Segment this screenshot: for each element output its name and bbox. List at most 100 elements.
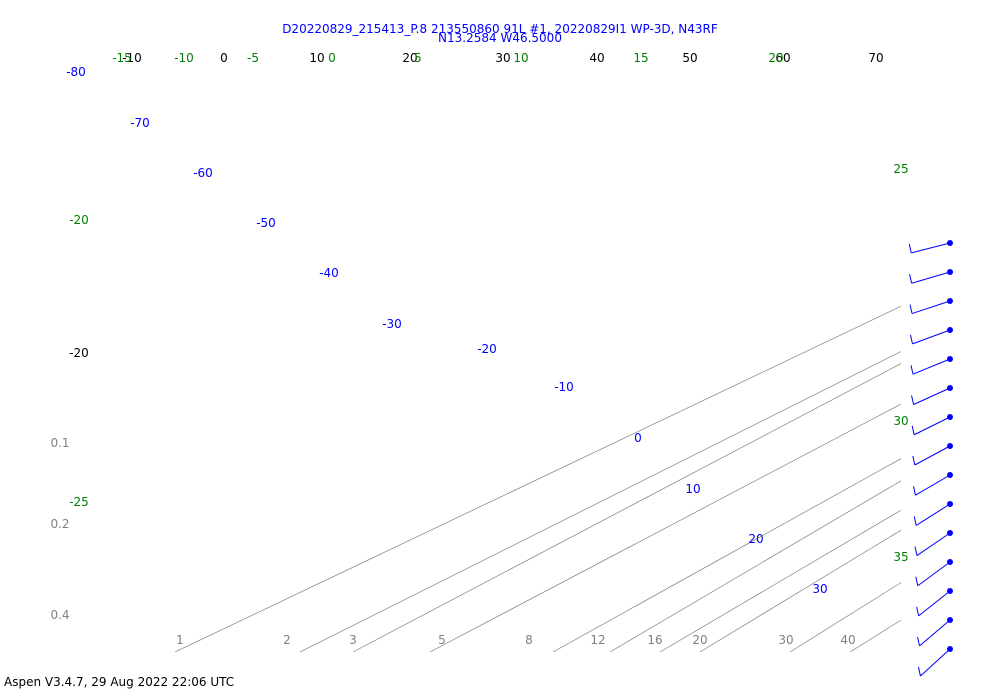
wind-barb bbox=[910, 327, 953, 345]
moist-adiabat-label: -15 bbox=[112, 51, 132, 65]
wind-barb-staff bbox=[911, 300, 951, 315]
moist-adiabat-label: 5 bbox=[414, 51, 422, 65]
wind-barb-staff bbox=[912, 329, 951, 345]
isotherm-label: -20 bbox=[477, 342, 497, 356]
isotherm-label: -70 bbox=[130, 116, 150, 130]
mixing-ratio-line bbox=[849, 619, 901, 652]
moist-adiabat-label: 15 bbox=[633, 51, 648, 65]
mixing-ratio-label: 0.4 bbox=[50, 608, 69, 622]
isotherm-label: -30 bbox=[382, 317, 402, 331]
mixing-ratio-line bbox=[552, 458, 901, 652]
moist-adiabat-label: 35 bbox=[893, 550, 908, 564]
wind-barb-flag bbox=[911, 425, 915, 435]
wind-barb bbox=[911, 385, 953, 405]
mixing-ratio-label: 20 bbox=[692, 633, 707, 647]
dry-adiabat-label: 50 bbox=[682, 51, 697, 65]
wind-barb-staff bbox=[911, 271, 951, 284]
wind-barb-flag bbox=[917, 666, 921, 677]
mixing-ratio-line bbox=[429, 403, 901, 652]
moist-adiabat-label: -10 bbox=[174, 51, 194, 65]
wind-barb-flag bbox=[917, 636, 921, 647]
wind-barb bbox=[912, 443, 953, 466]
wind-barb-flag bbox=[910, 365, 914, 375]
mixing-ratio-label: 5 bbox=[438, 633, 446, 647]
isotherm-label: 0 bbox=[634, 431, 642, 445]
dry-adiabat-label: 30 bbox=[495, 51, 510, 65]
moist-adiabat-label: 0 bbox=[328, 51, 336, 65]
wind-barb-flag bbox=[916, 606, 920, 616]
mixing-ratio-label: 12 bbox=[590, 633, 605, 647]
chart-title-line2: N13.2584 W46.5000 bbox=[438, 31, 562, 45]
dry-adiabat-label: 20 bbox=[402, 51, 417, 65]
mixing-ratio-label: 8 bbox=[525, 633, 533, 647]
dry-adiabat-label: 60 bbox=[775, 51, 790, 65]
wind-barb-flag bbox=[909, 274, 913, 284]
chart-title-line1: D20220829_215413_P.8 213550860 91L #1, 2… bbox=[282, 22, 718, 36]
wind-barb bbox=[917, 617, 953, 647]
dry-adiabat-label: -20 bbox=[69, 346, 89, 360]
wind-barb-staff bbox=[914, 445, 951, 466]
wind-barb-staff bbox=[917, 561, 951, 587]
chart-labels: 4005006007008009001000-80-70-60-50-40-30… bbox=[50, 51, 908, 647]
mixing-ratio-line bbox=[789, 582, 901, 652]
wind-barb-staff bbox=[916, 532, 951, 556]
isotherm-label: -50 bbox=[256, 216, 276, 230]
dry-adiabat-label: -10 bbox=[122, 51, 142, 65]
wind-barb-flag bbox=[913, 516, 917, 526]
dry-adiabat-label: 0 bbox=[220, 51, 228, 65]
wind-barb-staff bbox=[915, 474, 951, 496]
moist-adiabat-label: 30 bbox=[893, 414, 908, 428]
mixing-ratio-label: 40 bbox=[840, 633, 855, 647]
wind-barb-flag bbox=[908, 243, 912, 254]
moist-adiabat-label: 10 bbox=[513, 51, 528, 65]
wind-barb-flag bbox=[914, 546, 918, 556]
wind-barb-staff bbox=[913, 387, 951, 405]
isotherm-label: 30 bbox=[812, 582, 827, 596]
wind-barb bbox=[910, 356, 953, 375]
wind-barb-flag bbox=[911, 395, 915, 405]
mixing-ratio-label: 0.2 bbox=[50, 517, 69, 531]
wind-barb-staff bbox=[913, 416, 951, 436]
wind-barb bbox=[908, 240, 953, 254]
isotherm-label: -10 bbox=[554, 380, 574, 394]
mixing-ratio-lines bbox=[174, 305, 901, 652]
moist-adiabat-label: 25 bbox=[893, 162, 908, 176]
mixing-ratio-label: 30 bbox=[778, 633, 793, 647]
moist-adiabat-label: 20 bbox=[768, 51, 783, 65]
wind-barb-column bbox=[908, 240, 953, 677]
wind-barb-staff bbox=[918, 590, 951, 617]
wind-barb bbox=[909, 298, 953, 315]
wind-barb-flag bbox=[909, 304, 913, 314]
isotherm-label: 20 bbox=[748, 532, 763, 546]
footer-version-text: Aspen V3.4.7, 29 Aug 2022 22:06 UTC bbox=[4, 675, 235, 689]
dry-adiabat-label: 40 bbox=[589, 51, 604, 65]
wind-barb bbox=[914, 530, 953, 556]
wind-barb bbox=[917, 646, 953, 677]
wind-barb bbox=[915, 559, 953, 587]
mixing-ratio-label: 16 bbox=[647, 633, 662, 647]
wind-barb bbox=[911, 414, 953, 436]
isotherm-label: -60 bbox=[193, 166, 213, 180]
wind-barb-flag bbox=[910, 334, 913, 345]
mixing-ratio-line bbox=[659, 509, 901, 652]
mixing-ratio-label: 2 bbox=[283, 633, 291, 647]
wind-barb-flag bbox=[912, 455, 916, 466]
moist-adiabat-label: -25 bbox=[69, 495, 89, 509]
mixing-ratio-label: 3 bbox=[349, 633, 357, 647]
wind-barb bbox=[909, 269, 953, 284]
isotherm-label: -80 bbox=[66, 65, 86, 79]
mixing-ratio-line bbox=[174, 305, 901, 652]
mixing-ratio-line bbox=[699, 529, 901, 652]
wind-barb bbox=[912, 472, 953, 496]
moist-adiabat-label: -20 bbox=[69, 213, 89, 227]
wind-barb-staff bbox=[915, 503, 951, 526]
mixing-ratio-label: 1 bbox=[176, 633, 184, 647]
dry-adiabat-label: 10 bbox=[309, 51, 324, 65]
wind-barb bbox=[913, 501, 953, 526]
mixing-ratio-label: 0.1 bbox=[50, 436, 69, 450]
mixing-ratio-line bbox=[609, 480, 901, 652]
wind-barb-flag bbox=[915, 576, 919, 586]
wind-barb-staff bbox=[912, 358, 951, 375]
wind-barb bbox=[916, 588, 953, 617]
